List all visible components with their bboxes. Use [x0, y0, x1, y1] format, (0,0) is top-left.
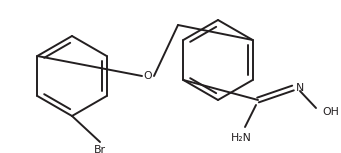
Text: O: O — [144, 71, 152, 81]
Text: H₂N: H₂N — [231, 133, 251, 143]
Text: Br: Br — [94, 145, 106, 153]
Text: OH: OH — [322, 107, 339, 117]
Text: N: N — [296, 83, 304, 93]
